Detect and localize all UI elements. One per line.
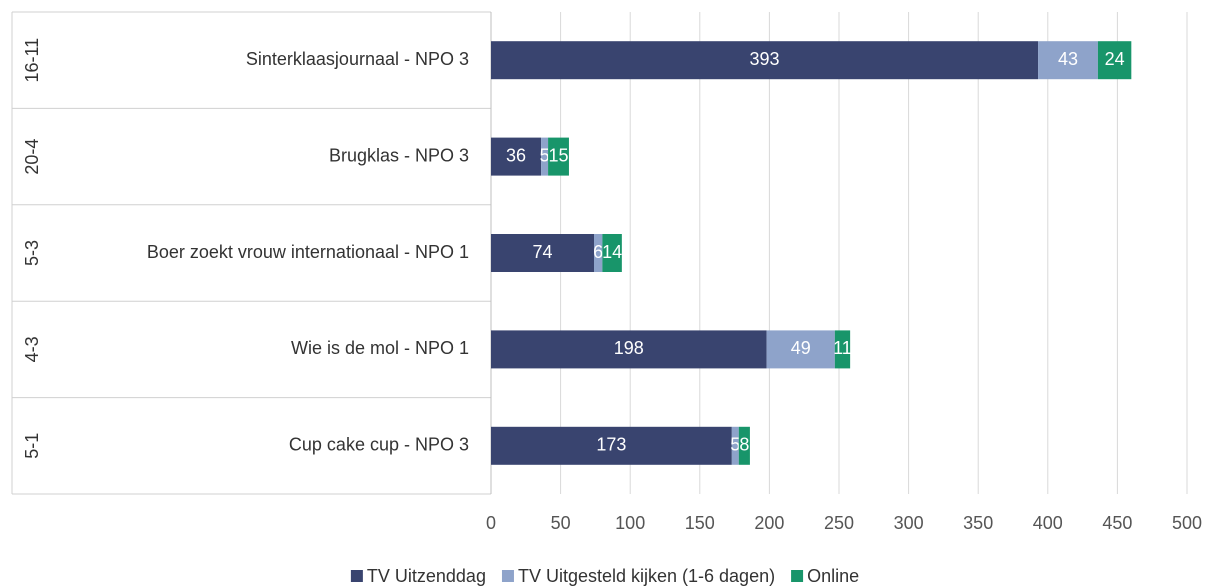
group-label: 5-3: [22, 240, 42, 266]
bar-segment: [1038, 41, 1098, 80]
group-label: 20-4: [22, 139, 42, 175]
bar-segment: [491, 41, 1039, 80]
value-label: 49: [791, 338, 811, 358]
bar-segment: [766, 330, 835, 369]
x-tick-label: 50: [551, 513, 571, 533]
bar-segment: [738, 426, 750, 465]
x-tick-label: 200: [754, 513, 784, 533]
x-tick-label: 250: [824, 513, 854, 533]
x-tick-label: 100: [615, 513, 645, 533]
group-label: 16-11: [22, 38, 42, 83]
value-label: 15: [548, 145, 568, 165]
legend-swatch: [501, 570, 514, 582]
legend-swatch: [791, 570, 804, 582]
category-label: Sinterklaasjournaal - NPO 3: [246, 49, 469, 69]
value-label: 5: [730, 435, 740, 455]
legend-swatch: [350, 570, 363, 582]
legend-label: Online: [807, 566, 859, 586]
x-tick-label: 350: [963, 513, 993, 533]
value-label: 11: [833, 338, 852, 358]
value-label: 5: [540, 145, 550, 165]
value-label: 198: [614, 338, 644, 358]
legend-label: TV Uitgesteld kijken (1-6 dagen): [518, 566, 775, 586]
value-label: 8: [739, 435, 749, 455]
category-label: Cup cake cup - NPO 3: [289, 435, 469, 455]
bar-segment: [491, 426, 732, 465]
legend-item: TV Uitzenddag: [350, 566, 486, 586]
category-label: Boer zoekt vrouw internationaal - NPO 1: [147, 242, 469, 262]
value-label: 36: [506, 145, 526, 165]
bar-segment: [1097, 41, 1132, 80]
bar-segment: [491, 234, 595, 272]
value-label: 6: [593, 242, 603, 262]
bar-segment: [602, 234, 622, 272]
group-label: 5-1: [22, 433, 42, 459]
value-label: 14: [602, 242, 622, 262]
bar-segment: [541, 137, 549, 176]
bar-segment: [491, 137, 542, 176]
x-tick-label: 300: [894, 513, 924, 533]
x-tick-label: 500: [1172, 513, 1202, 533]
value-label: 173: [596, 435, 626, 455]
bar-segment: [491, 330, 767, 369]
value-label: 24: [1105, 49, 1125, 69]
bar-segment: [594, 234, 603, 272]
category-label: Wie is de mol - NPO 1: [291, 338, 469, 358]
bar-segment: [834, 330, 851, 369]
x-tick-label: 0: [486, 513, 496, 533]
value-label: 74: [532, 242, 552, 262]
group-label: 4-3: [22, 336, 42, 362]
legend-item: TV Uitgesteld kijken (1-6 dagen): [501, 566, 775, 586]
value-label: 393: [750, 49, 780, 69]
category-label: Brugklas - NPO 3: [329, 145, 469, 165]
bar-segment: [548, 137, 569, 176]
legend-item: Online: [791, 566, 859, 586]
x-tick-label: 450: [1102, 513, 1132, 533]
legend-label: TV Uitzenddag: [367, 566, 486, 586]
bar-segment: [731, 426, 739, 465]
x-tick-label: 150: [685, 513, 715, 533]
x-tick-label: 400: [1033, 513, 1063, 533]
value-label: 43: [1058, 49, 1078, 69]
